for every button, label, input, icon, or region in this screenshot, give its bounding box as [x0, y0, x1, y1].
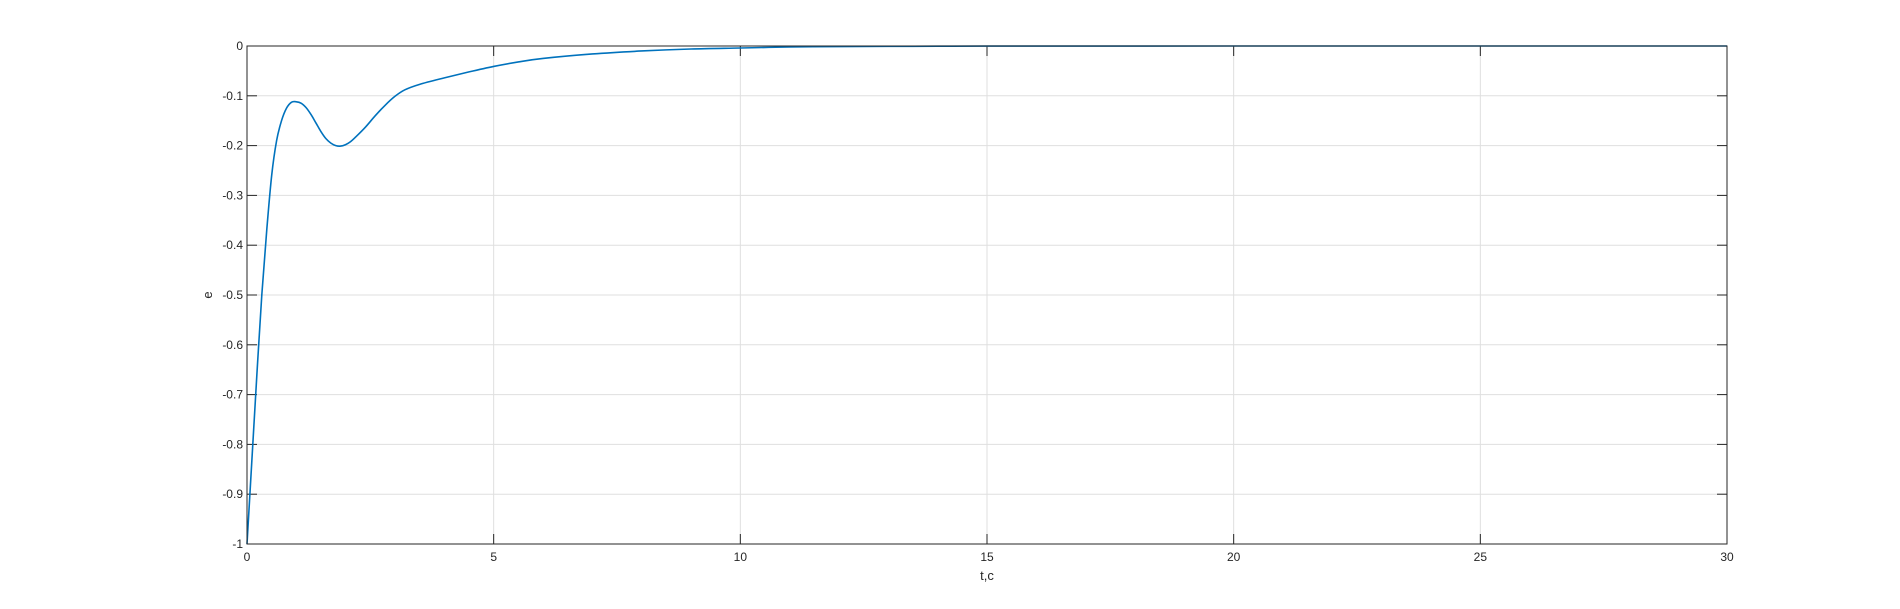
y-tick-label: 0 [236, 39, 243, 53]
y-tick-label: -0.3 [222, 188, 243, 202]
x-tick-label: 30 [1720, 550, 1734, 564]
y-tick-label: -0.9 [222, 487, 243, 501]
x-axis-label: t,c [980, 568, 994, 583]
y-tick-label: -0.1 [222, 89, 243, 103]
y-tick-label: -1 [232, 537, 243, 551]
y-tick-label: -0.5 [222, 288, 243, 302]
x-tick-label: 15 [980, 550, 994, 564]
x-tick-label: 10 [734, 550, 748, 564]
y-axis-label: e [200, 291, 215, 298]
y-tick-label: -0.8 [222, 437, 243, 451]
y-tick-labels: 0 -0.1 -0.2 -0.3 -0.4 -0.5 -0.6 -0.7 -0.8 -0.9 -1 [222, 39, 243, 551]
x-tick-label: 5 [490, 550, 497, 564]
x-tick-label: 25 [1474, 550, 1488, 564]
y-tick-label: -0.6 [222, 338, 243, 352]
y-tick-label: -0.7 [222, 388, 243, 402]
y-tick-label: -0.4 [222, 238, 243, 252]
x-tick-labels: 0 5 10 15 20 25 30 [244, 550, 1734, 564]
x-tick-label: 20 [1227, 550, 1241, 564]
axes-box [246, 45, 1728, 545]
y-tick-label: -0.2 [222, 139, 243, 153]
x-tick-label: 0 [244, 550, 251, 564]
